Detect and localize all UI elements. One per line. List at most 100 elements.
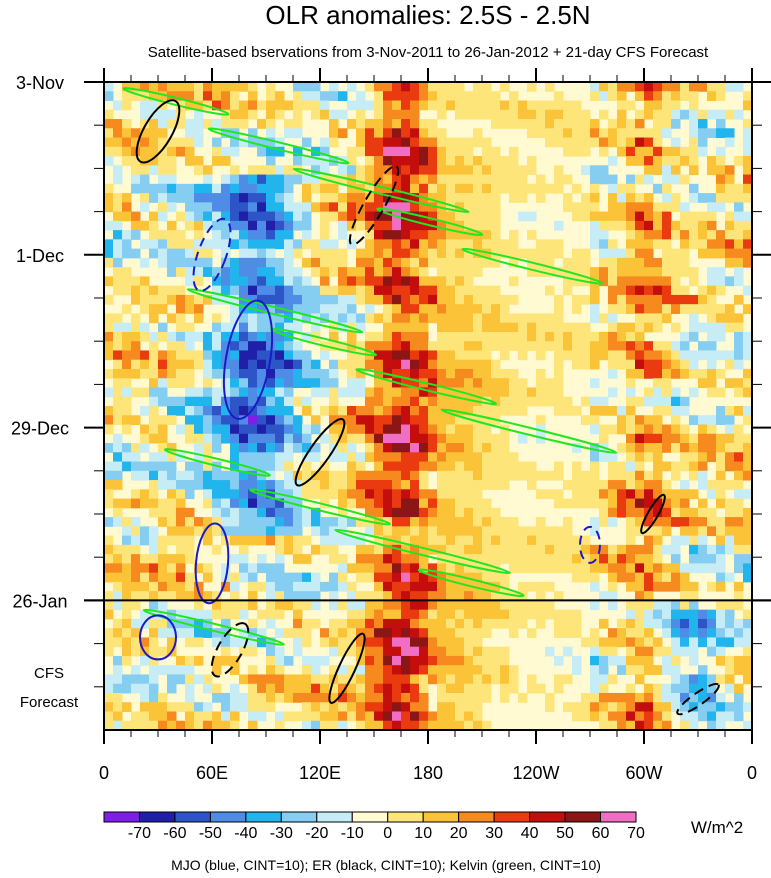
heatmap-cell — [482, 202, 492, 213]
heatmap-cell — [734, 581, 744, 592]
heatmap-cell — [473, 193, 483, 203]
heatmap-cell — [482, 387, 492, 398]
heatmap-cell — [194, 359, 204, 370]
heatmap-cell — [122, 276, 132, 287]
heatmap-cell — [338, 517, 348, 527]
heatmap-cell — [743, 489, 752, 500]
heatmap-cell — [230, 461, 240, 472]
heatmap-cell — [140, 304, 150, 314]
heatmap-cell — [131, 331, 141, 342]
heatmap-cell — [104, 91, 114, 102]
heatmap-cell — [392, 507, 402, 518]
heatmap-cell — [302, 600, 312, 611]
heatmap-cell — [320, 313, 330, 324]
heatmap-cell — [518, 554, 528, 564]
heatmap-cell — [185, 137, 195, 148]
heatmap-cell — [671, 267, 681, 277]
heatmap-cell — [563, 554, 573, 564]
heatmap-cell — [257, 526, 267, 537]
heatmap-cell — [626, 433, 636, 444]
heatmap-cell — [365, 331, 375, 342]
heatmap-cell — [428, 461, 438, 472]
heatmap-cell — [158, 711, 168, 722]
heatmap-cell — [302, 294, 312, 305]
heatmap-cell — [482, 581, 492, 592]
heatmap-cell — [239, 285, 249, 296]
heatmap-cell — [545, 119, 555, 129]
heatmap-cell — [617, 193, 627, 203]
heatmap-cell — [320, 165, 330, 176]
heatmap-cell — [527, 600, 537, 611]
heatmap-cell — [347, 368, 357, 379]
heatmap-cell — [167, 415, 177, 426]
colorbar-units: W/m^2 — [691, 818, 743, 837]
heatmap-cell — [212, 433, 222, 444]
heatmap-cell — [725, 248, 735, 259]
heatmap-cell — [743, 702, 752, 712]
heatmap-cell — [419, 526, 429, 537]
heatmap-cell — [185, 396, 195, 407]
heatmap-cell — [104, 720, 114, 730]
heatmap-cell — [662, 211, 672, 222]
heatmap-cell — [590, 544, 600, 555]
heatmap-cell — [698, 535, 708, 546]
heatmap-cell — [212, 322, 222, 333]
heatmap-cell — [446, 665, 456, 675]
heatmap-cell — [635, 174, 645, 185]
heatmap-cell — [221, 387, 231, 398]
heatmap-cell — [149, 563, 159, 574]
heatmap-cell — [689, 507, 699, 518]
heatmap-cell — [464, 304, 474, 314]
heatmap-cell — [563, 109, 573, 120]
heatmap-cell — [653, 267, 663, 277]
heatmap-cell — [572, 535, 582, 546]
heatmap-cell — [167, 183, 177, 194]
heatmap-cell — [707, 683, 717, 694]
heatmap-cell — [545, 128, 555, 139]
y-tick-label: 1-Dec — [16, 246, 64, 266]
mjo-contour — [222, 299, 274, 420]
heatmap-cell — [383, 396, 393, 407]
heatmap-cell — [167, 628, 177, 638]
heatmap-cell — [392, 618, 402, 629]
heatmap-cell — [401, 433, 411, 444]
heatmap-cell — [572, 109, 582, 120]
heatmap-cell — [716, 174, 726, 185]
heatmap-cell — [428, 146, 438, 157]
heatmap-cell — [626, 276, 636, 287]
heatmap-cell — [410, 498, 420, 509]
heatmap-cell — [185, 526, 195, 537]
heatmap-cell — [311, 304, 321, 314]
colorbar-tick-label: 0 — [383, 825, 392, 842]
heatmap-cell — [437, 544, 447, 555]
heatmap-cell — [194, 396, 204, 407]
heatmap-cell — [653, 470, 663, 481]
heatmap-cell — [365, 720, 375, 730]
heatmap-cell — [455, 711, 465, 722]
heatmap-cell — [365, 609, 375, 620]
heatmap-cell — [500, 248, 510, 259]
heatmap-cell — [437, 581, 447, 592]
heatmap-cell — [185, 211, 195, 222]
heatmap-cell — [698, 415, 708, 426]
er-contour — [640, 493, 666, 535]
heatmap-cell — [482, 359, 492, 370]
heatmap-cell — [131, 183, 141, 194]
heatmap-cell — [626, 480, 636, 490]
heatmap-cell — [248, 396, 258, 407]
heatmap-cell — [716, 609, 726, 620]
heatmap-cell — [671, 470, 681, 481]
heatmap-cell — [743, 331, 752, 342]
heatmap-cell — [365, 572, 375, 583]
heatmap-cell — [194, 406, 204, 416]
heatmap-cell — [113, 220, 123, 231]
heatmap-cell — [203, 220, 213, 231]
heatmap-cell — [131, 91, 141, 102]
heatmap-cell — [230, 146, 240, 157]
heatmap-cell — [374, 230, 384, 240]
heatmap-cell — [446, 692, 456, 703]
colorbar-tick-labels: -70 -60 -50 -40 -30 -20 -10 0 10 20 30 40 50 60 70 — [128, 825, 645, 842]
heatmap-cell — [401, 146, 411, 157]
heatmap-cell — [617, 720, 627, 730]
heatmap-cell — [122, 285, 132, 296]
